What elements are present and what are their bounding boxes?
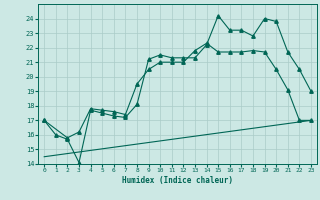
X-axis label: Humidex (Indice chaleur): Humidex (Indice chaleur) — [122, 176, 233, 185]
